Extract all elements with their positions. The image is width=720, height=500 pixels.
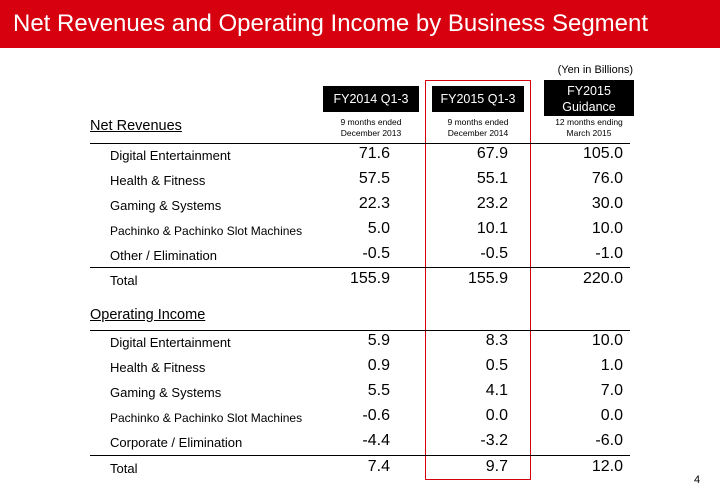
fy2015-highlight-box xyxy=(425,80,531,480)
divider xyxy=(90,267,630,268)
cell-fy2015: 23.2 xyxy=(476,195,508,212)
table-row: Gaming & Systems 5.5 4.1 7.0 xyxy=(90,380,630,405)
cell-guidance: 1.0 xyxy=(600,357,623,374)
table-row: Gaming & Systems 22.3 23.2 30.0 xyxy=(90,193,630,218)
col-sub-fy2014: 9 months ended December 2013 xyxy=(340,117,402,138)
row-label: Pachinko & Pachinko Slot Machines xyxy=(110,224,303,238)
divider xyxy=(90,330,630,331)
cell-guidance: 10.0 xyxy=(591,332,623,349)
cell-fy2014: -4.4 xyxy=(362,432,390,449)
row-label: Gaming & Systems xyxy=(110,385,222,400)
cell-fy2015: 4.1 xyxy=(485,382,508,399)
page-number: 4 xyxy=(694,474,701,486)
operating-income-title: Operating Income xyxy=(90,307,206,323)
cell-guidance: 0.0 xyxy=(600,407,623,424)
cell-fy2015: 8.3 xyxy=(485,332,508,349)
table-row: Digital Entertainment 71.6 67.9 105.0 xyxy=(90,143,630,168)
cell-fy2015: 155.9 xyxy=(467,270,508,287)
row-label: Health & Fitness xyxy=(110,360,206,375)
cell-guidance: 7.0 xyxy=(600,382,623,399)
cell-fy2014: 155.9 xyxy=(349,270,390,287)
table-row: Health & Fitness 57.5 55.1 76.0 xyxy=(90,168,630,193)
cell-fy2015: 0.0 xyxy=(485,407,508,424)
total-row: Total 7.4 9.7 12.0 xyxy=(90,456,630,481)
divider xyxy=(90,455,630,456)
table-row: Other / Elimination -0.5 -0.5 -1.0 xyxy=(90,243,630,268)
slide-header-bar: Net Revenues and Operating Income by Bus… xyxy=(0,0,720,48)
cell-fy2014: 0.9 xyxy=(367,357,390,374)
cell-fy2015: 0.5 xyxy=(485,357,508,374)
cell-fy2014: -0.5 xyxy=(362,245,390,262)
divider xyxy=(90,143,630,144)
row-label: Gaming & Systems xyxy=(110,198,222,213)
row-label: Total xyxy=(110,461,138,476)
row-label: Pachinko & Pachinko Slot Machines xyxy=(110,411,303,425)
cell-fy2015: 10.1 xyxy=(476,220,508,237)
cell-fy2015: 67.9 xyxy=(476,145,508,162)
table-row: Digital Entertainment 5.9 8.3 10.0 xyxy=(90,330,630,355)
row-label: Total xyxy=(110,273,138,288)
cell-guidance: 10.0 xyxy=(591,220,623,237)
col-header-fy2014: FY2014 Q1-3 xyxy=(323,86,419,112)
cell-fy2014: 71.6 xyxy=(358,145,390,162)
cell-fy2014: -0.6 xyxy=(362,407,390,424)
cell-fy2014: 7.4 xyxy=(367,458,390,475)
table-row: Pachinko & Pachinko Slot Machines 5.0 10… xyxy=(90,218,630,243)
cell-fy2015: -0.5 xyxy=(480,245,508,262)
unit-note: (Yen in Billions) xyxy=(557,64,633,76)
total-row: Total 155.9 155.9 220.0 xyxy=(90,268,630,293)
cell-guidance: 12.0 xyxy=(591,458,623,475)
slide-title: Net Revenues and Operating Income by Bus… xyxy=(13,10,649,37)
row-label: Other / Elimination xyxy=(110,248,217,263)
cell-guidance: 76.0 xyxy=(591,170,623,187)
col-sub-guidance: 12 months ending March 2015 xyxy=(555,117,623,138)
cell-fy2014: 22.3 xyxy=(358,195,390,212)
table-row: Corporate / Elimination -4.4 -3.2 -6.0 xyxy=(90,430,630,455)
col-header-guidance: FY2015 Guidance xyxy=(544,80,634,116)
cell-fy2014: 5.5 xyxy=(367,382,390,399)
cell-guidance: -6.0 xyxy=(595,432,623,449)
cell-guidance: -1.0 xyxy=(595,245,623,262)
cell-fy2015: -3.2 xyxy=(480,432,508,449)
cell-fy2014: 5.0 xyxy=(367,220,390,237)
row-label: Corporate / Elimination xyxy=(110,435,243,450)
row-label: Digital Entertainment xyxy=(110,148,231,163)
row-label: Health & Fitness xyxy=(110,173,206,188)
cell-fy2015: 55.1 xyxy=(476,170,508,187)
table-row: Health & Fitness 0.9 0.5 1.0 xyxy=(90,355,630,380)
cell-guidance: 220.0 xyxy=(582,270,623,287)
net-revenues-title: Net Revenues xyxy=(90,118,182,134)
col-sub-fy2015: 9 months ended December 2014 xyxy=(447,117,509,138)
cell-guidance: 30.0 xyxy=(591,195,623,212)
cell-fy2014: 57.5 xyxy=(358,170,390,187)
col-header-fy2015: FY2015 Q1-3 xyxy=(432,86,524,112)
cell-fy2015: 9.7 xyxy=(485,458,508,475)
cell-fy2014: 5.9 xyxy=(367,332,390,349)
cell-guidance: 105.0 xyxy=(582,145,623,162)
table-row: Pachinko & Pachinko Slot Machines -0.6 0… xyxy=(90,405,630,430)
row-label: Digital Entertainment xyxy=(110,335,231,350)
